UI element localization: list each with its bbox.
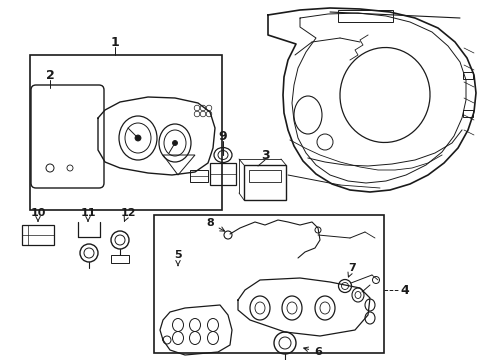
Text: 12: 12 — [120, 208, 136, 221]
Bar — [462, 110, 472, 117]
Bar — [462, 72, 472, 79]
Bar — [111, 255, 129, 263]
Bar — [209, 163, 236, 185]
Text: 7: 7 — [347, 263, 355, 277]
Bar — [22, 225, 54, 245]
Text: 4: 4 — [400, 284, 408, 297]
Text: 10: 10 — [30, 208, 45, 221]
Text: 6: 6 — [303, 347, 321, 357]
Text: 9: 9 — [218, 130, 227, 143]
Text: 11: 11 — [80, 208, 96, 221]
Bar — [248, 170, 281, 182]
FancyBboxPatch shape — [31, 85, 104, 188]
Text: 2: 2 — [45, 68, 54, 81]
Text: 1: 1 — [110, 36, 119, 49]
Bar — [154, 215, 383, 353]
Bar — [30, 55, 222, 210]
Bar — [337, 10, 392, 22]
Circle shape — [135, 135, 141, 141]
Text: 8: 8 — [206, 218, 224, 231]
Text: 3: 3 — [260, 149, 269, 162]
Bar — [190, 170, 207, 182]
Circle shape — [172, 140, 177, 145]
Text: 5: 5 — [174, 250, 182, 266]
Bar — [244, 165, 285, 200]
